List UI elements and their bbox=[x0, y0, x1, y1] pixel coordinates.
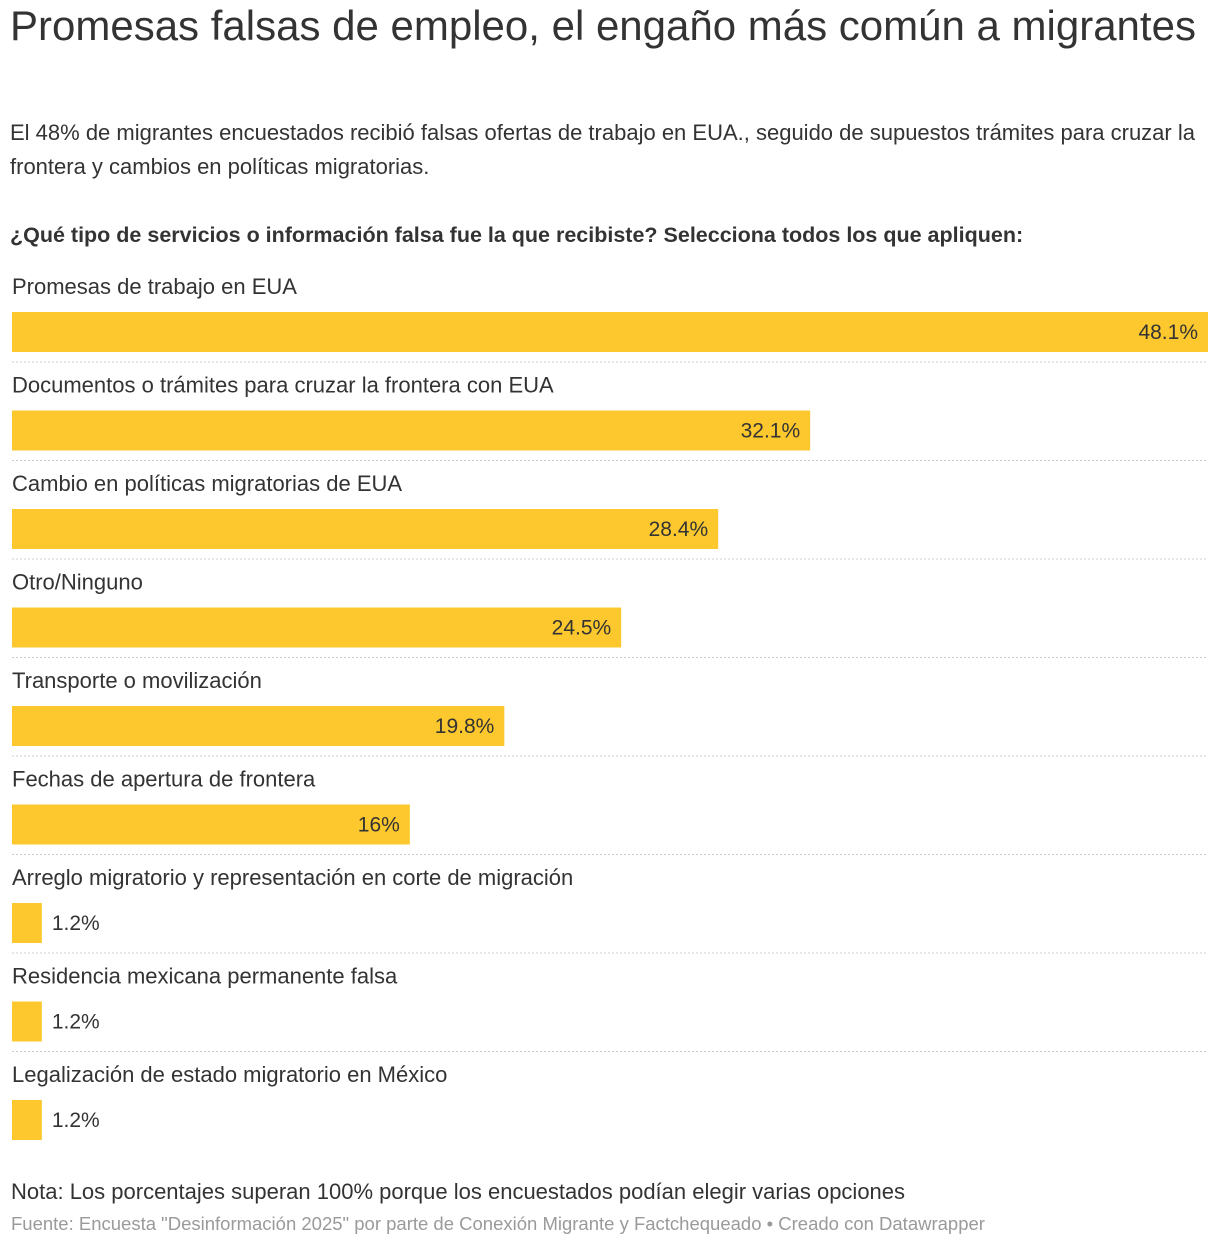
category-label: Promesas de trabajo en EUA bbox=[12, 274, 297, 299]
bar bbox=[12, 1100, 42, 1140]
value-label: 1.2% bbox=[52, 1109, 100, 1132]
value-label: 28.4% bbox=[649, 518, 709, 541]
value-label: 32.1% bbox=[741, 420, 801, 443]
bar bbox=[12, 706, 505, 746]
bar bbox=[12, 607, 622, 648]
category-label: Residencia mexicana permanente falsa bbox=[12, 964, 398, 989]
value-label: 48.1% bbox=[1138, 321, 1198, 344]
bar bbox=[12, 509, 719, 549]
category-label: Transporte o movilización bbox=[12, 668, 262, 693]
chart-subtitle: El 48% de migrantes encuestados recibió … bbox=[10, 120, 1195, 179]
value-label: 1.2% bbox=[52, 1011, 100, 1034]
chart-title: Promesas falsas de empleo, el engaño más… bbox=[10, 2, 1196, 49]
category-label: Documentos o trámites para cruzar la fro… bbox=[12, 373, 554, 398]
category-label: Otro/Ninguno bbox=[12, 570, 143, 595]
bar bbox=[12, 804, 410, 845]
bar bbox=[12, 1001, 42, 1042]
chart-question-heading: ¿Qué tipo de servicios o información fal… bbox=[10, 223, 1024, 247]
chart-source: Fuente: Encuesta "Desinformación 2025" p… bbox=[11, 1213, 985, 1234]
value-label: 1.2% bbox=[52, 912, 100, 935]
value-label: 19.8% bbox=[435, 715, 495, 738]
chart-note: Nota: Los porcentajes superan 100% porqu… bbox=[11, 1179, 906, 1204]
value-label: 16% bbox=[358, 814, 400, 837]
category-label: Legalización de estado migratorio en Méx… bbox=[12, 1062, 447, 1087]
bar bbox=[12, 312, 1208, 352]
value-label: 24.5% bbox=[552, 617, 612, 640]
bar bbox=[12, 903, 42, 943]
category-label: Arreglo migratorio y representación en c… bbox=[12, 865, 573, 890]
bar bbox=[12, 410, 811, 451]
category-label: Fechas de apertura de frontera bbox=[12, 767, 316, 792]
category-label: Cambio en políticas migratorias de EUA bbox=[12, 471, 402, 496]
